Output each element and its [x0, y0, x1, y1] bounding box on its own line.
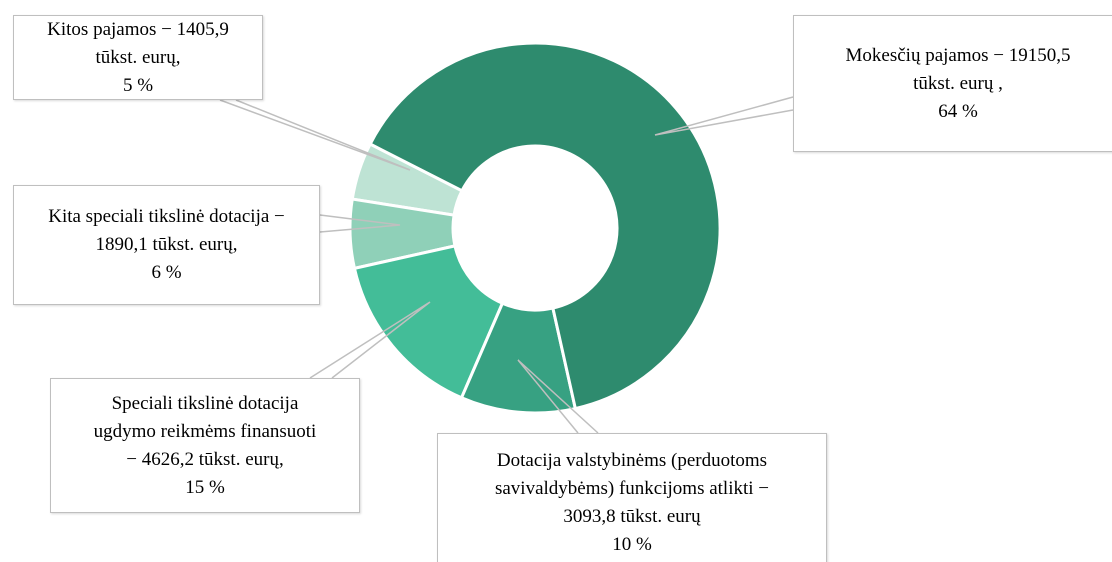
value-label: 15 %: [185, 476, 225, 498]
value-label: 5 %: [122, 74, 154, 96]
leader-line: [517, 359, 599, 434]
label-box: Dotacija valstybinėms (perduotoms saviva…: [437, 433, 827, 562]
leader-line: [319, 214, 401, 233]
label-box: Speciali tikslinė dotacija ugdymo reikmė…: [50, 378, 360, 513]
category-label: Mokesčių pajamos − 19150,5 tūkst. eurų ,: [845, 44, 1071, 94]
label-box: Mokesčių pajamos − 19150,5 tūkst. eurų ,…: [793, 15, 1112, 152]
donut-segment: [368, 41, 722, 411]
value-label: 64 %: [938, 100, 978, 122]
leader-line: [654, 96, 794, 136]
value-label: 6 %: [151, 262, 182, 283]
category-label: Speciali tikslinė dotacija ugdymo reikmė…: [93, 392, 317, 470]
donut-segment: [352, 244, 505, 400]
category-label: Kitos pajamos − 1405,9 tūkst. eurų,: [47, 18, 229, 68]
category-label: Kita speciali tikslinė dotacija − 1890,1…: [48, 206, 285, 255]
leader-line: [219, 99, 411, 171]
value-label: 10 %: [612, 534, 652, 555]
leader-lines: [219, 96, 794, 434]
label-box: Kita speciali tikslinė dotacija − 1890,1…: [13, 185, 320, 305]
category-label: Dotacija valstybinėms (perduotoms saviva…: [494, 450, 770, 527]
label-box: Kitos pajamos − 1405,9 tūkst. eurų, 5 %: [13, 15, 263, 100]
leader-line: [309, 301, 431, 379]
